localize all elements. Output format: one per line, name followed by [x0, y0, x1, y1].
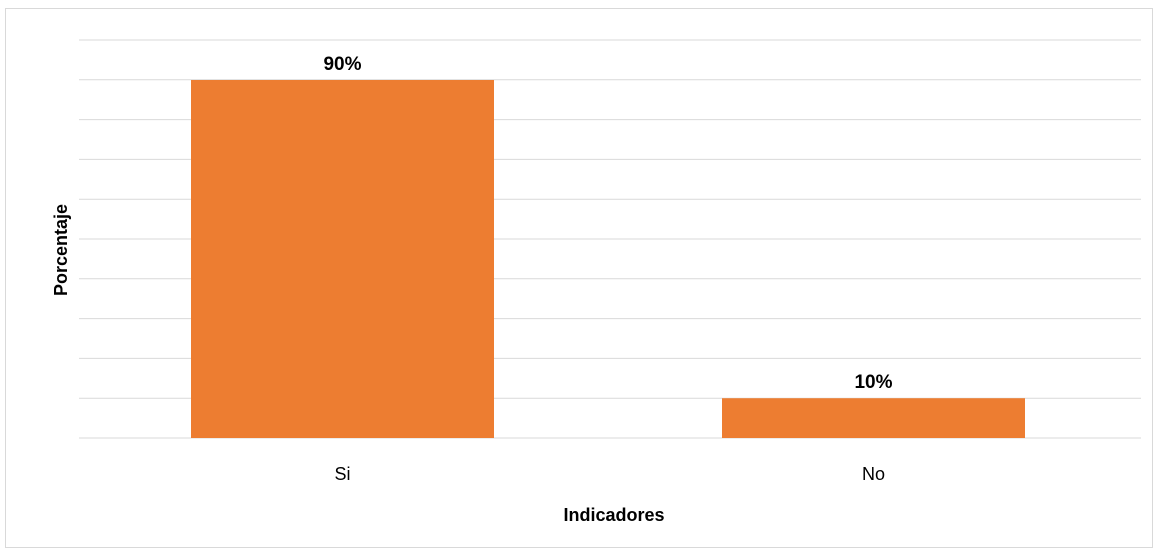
data-label-si: 90%: [323, 54, 361, 75]
bar-no: [722, 398, 1025, 438]
x-axis-title: Indicadores: [563, 505, 664, 525]
y-axis-title: Porcentaje: [51, 204, 71, 296]
data-label-no: 10%: [854, 372, 892, 393]
bar-si: [191, 80, 494, 438]
x-tick-label-no: No: [862, 464, 885, 484]
x-tick-label-si: Si: [334, 464, 350, 484]
chart-frame: 90% 10% Si No Indicadores Porcentaje: [5, 8, 1153, 548]
data-labels: 90% 10%: [323, 54, 892, 393]
bars: [191, 80, 1025, 438]
bar-chart: 90% 10% Si No Indicadores Porcentaje: [51, 39, 1141, 525]
x-tick-labels: Si No: [334, 464, 885, 484]
